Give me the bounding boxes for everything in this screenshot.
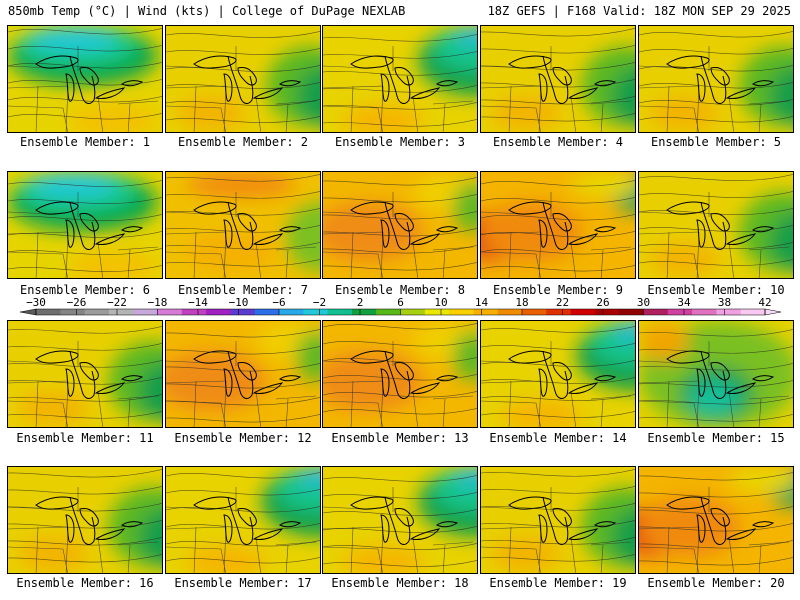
member-label-12: Ensemble Member: 12 bbox=[174, 431, 312, 445]
ensemble-panel-11 bbox=[7, 320, 163, 428]
member-label-19: Ensemble Member: 19 bbox=[489, 576, 627, 590]
member-label-4: Ensemble Member: 4 bbox=[492, 135, 624, 149]
colorbar-segment bbox=[570, 309, 596, 315]
member-label-9: Ensemble Member: 9 bbox=[492, 283, 624, 297]
ensemble-panel-17 bbox=[165, 466, 321, 574]
chart-title: 850mb Temp (°C) | Wind (kts) | College o… bbox=[8, 4, 406, 18]
ensemble-panel-19 bbox=[480, 466, 636, 574]
member-label-18: Ensemble Member: 18 bbox=[331, 576, 469, 590]
ensemble-panel-18 bbox=[322, 466, 478, 574]
ensemble-panel-20 bbox=[638, 466, 794, 574]
ensemble-panel-12 bbox=[165, 320, 321, 428]
member-label-5: Ensemble Member: 5 bbox=[650, 135, 782, 149]
ensemble-panel-1 bbox=[7, 25, 163, 133]
colorbar-tick-label: −2 bbox=[313, 297, 326, 309]
colorbar-segment bbox=[181, 309, 207, 315]
colorbar-segment bbox=[643, 309, 669, 315]
ensemble-panel-2 bbox=[165, 25, 321, 133]
colorbar-segment bbox=[692, 309, 717, 315]
member-label-10: Ensemble Member: 10 bbox=[647, 283, 785, 297]
colorbar-segment bbox=[36, 309, 61, 315]
colorbar-segment bbox=[546, 309, 571, 315]
colorbar-tick-label: 22 bbox=[556, 297, 569, 309]
colorbar-segment bbox=[667, 309, 693, 315]
member-label-15: Ensemble Member: 15 bbox=[647, 431, 785, 445]
ensemble-panel-3 bbox=[322, 25, 478, 133]
member-label-11: Ensemble Member: 11 bbox=[16, 431, 154, 445]
colorbar-segment bbox=[108, 309, 134, 315]
member-label-1: Ensemble Member: 1 bbox=[19, 135, 151, 149]
colorbar-segment bbox=[303, 309, 328, 315]
colorbar-segment bbox=[133, 309, 158, 315]
colorbar-segment bbox=[400, 309, 426, 315]
colorbar-tick-label: 26 bbox=[596, 297, 609, 309]
ensemble-panel-8 bbox=[322, 171, 478, 279]
member-label-3: Ensemble Member: 3 bbox=[334, 135, 466, 149]
model-run-info: 18Z GEFS | F168 Valid: 18Z MON SEP 29 20… bbox=[487, 4, 791, 18]
colorbar-tick-label: 42 bbox=[758, 297, 771, 309]
colorbar-segment bbox=[254, 309, 280, 315]
colorbar-segment bbox=[449, 309, 474, 315]
colorbar-segment bbox=[376, 309, 401, 315]
colorbar-segment bbox=[327, 309, 353, 315]
colorbar-segment bbox=[473, 309, 499, 315]
colorbar-segment bbox=[619, 309, 644, 315]
ensemble-panel-4 bbox=[480, 25, 636, 133]
colorbar-segment bbox=[522, 309, 547, 315]
colorbar-segment bbox=[157, 309, 183, 315]
colorbar-tick-label: −18 bbox=[148, 297, 168, 309]
member-label-13: Ensemble Member: 13 bbox=[331, 431, 469, 445]
colorbar-segment bbox=[60, 309, 85, 315]
ensemble-panel-15 bbox=[638, 320, 794, 428]
ensemble-panel-13 bbox=[322, 320, 478, 428]
colorbar-tick-label: 30 bbox=[637, 297, 650, 309]
colorbar-tick-label: −22 bbox=[107, 297, 127, 309]
colorbar-tick-label: 2 bbox=[357, 297, 364, 309]
colorbar-tick-label: 38 bbox=[718, 297, 731, 309]
member-label-2: Ensemble Member: 2 bbox=[177, 135, 309, 149]
colorbar-tick-label: 10 bbox=[434, 297, 447, 309]
colorbar-tick-label: 6 bbox=[397, 297, 404, 309]
ensemble-panel-5 bbox=[638, 25, 794, 133]
colorbar-segment bbox=[279, 309, 304, 315]
colorbar-segment bbox=[716, 309, 742, 315]
member-label-17: Ensemble Member: 17 bbox=[174, 576, 312, 590]
colorbar-segment bbox=[351, 309, 377, 315]
colorbar-segment bbox=[424, 309, 450, 315]
colorbar-min-arrow bbox=[19, 308, 37, 316]
ensemble-panel-9 bbox=[480, 171, 636, 279]
colorbar-segment bbox=[497, 309, 523, 315]
colorbar-segment bbox=[594, 309, 620, 315]
member-label-14: Ensemble Member: 14 bbox=[489, 431, 627, 445]
member-label-16: Ensemble Member: 16 bbox=[16, 576, 154, 590]
colorbar-segment bbox=[206, 309, 231, 315]
member-label-8: Ensemble Member: 8 bbox=[334, 283, 466, 297]
colorbar-tick-label: −6 bbox=[272, 297, 285, 309]
colorbar-tick-label: −26 bbox=[67, 297, 87, 309]
colorbar-segment bbox=[740, 309, 766, 315]
colorbar-segment bbox=[230, 309, 256, 315]
colorbar-tick-label: −30 bbox=[26, 297, 46, 309]
member-label-20: Ensemble Member: 20 bbox=[647, 576, 785, 590]
colorbar-segment bbox=[84, 309, 110, 315]
colorbar-tick-label: 18 bbox=[515, 297, 528, 309]
ensemble-panel-16 bbox=[7, 466, 163, 574]
member-label-6: Ensemble Member: 6 bbox=[19, 283, 151, 297]
ensemble-panel-7 bbox=[165, 171, 321, 279]
colorbar-tick-label: −10 bbox=[229, 297, 249, 309]
colorbar-tick-label: 14 bbox=[475, 297, 489, 309]
member-label-7: Ensemble Member: 7 bbox=[177, 283, 309, 297]
ensemble-panel-14 bbox=[480, 320, 636, 428]
ensemble-panel-6 bbox=[7, 171, 163, 279]
colorbar-max-arrow bbox=[764, 308, 782, 316]
colorbar-tick-label: 34 bbox=[677, 297, 691, 309]
ensemble-panel-10 bbox=[638, 171, 794, 279]
colorbar-tick-label: −14 bbox=[188, 297, 208, 309]
temperature-colorbar: −30 −26 −22 −18 −14 −10 −6 −2 2 6 10 14 18 22 26 30 34 38… bbox=[19, 297, 782, 316]
